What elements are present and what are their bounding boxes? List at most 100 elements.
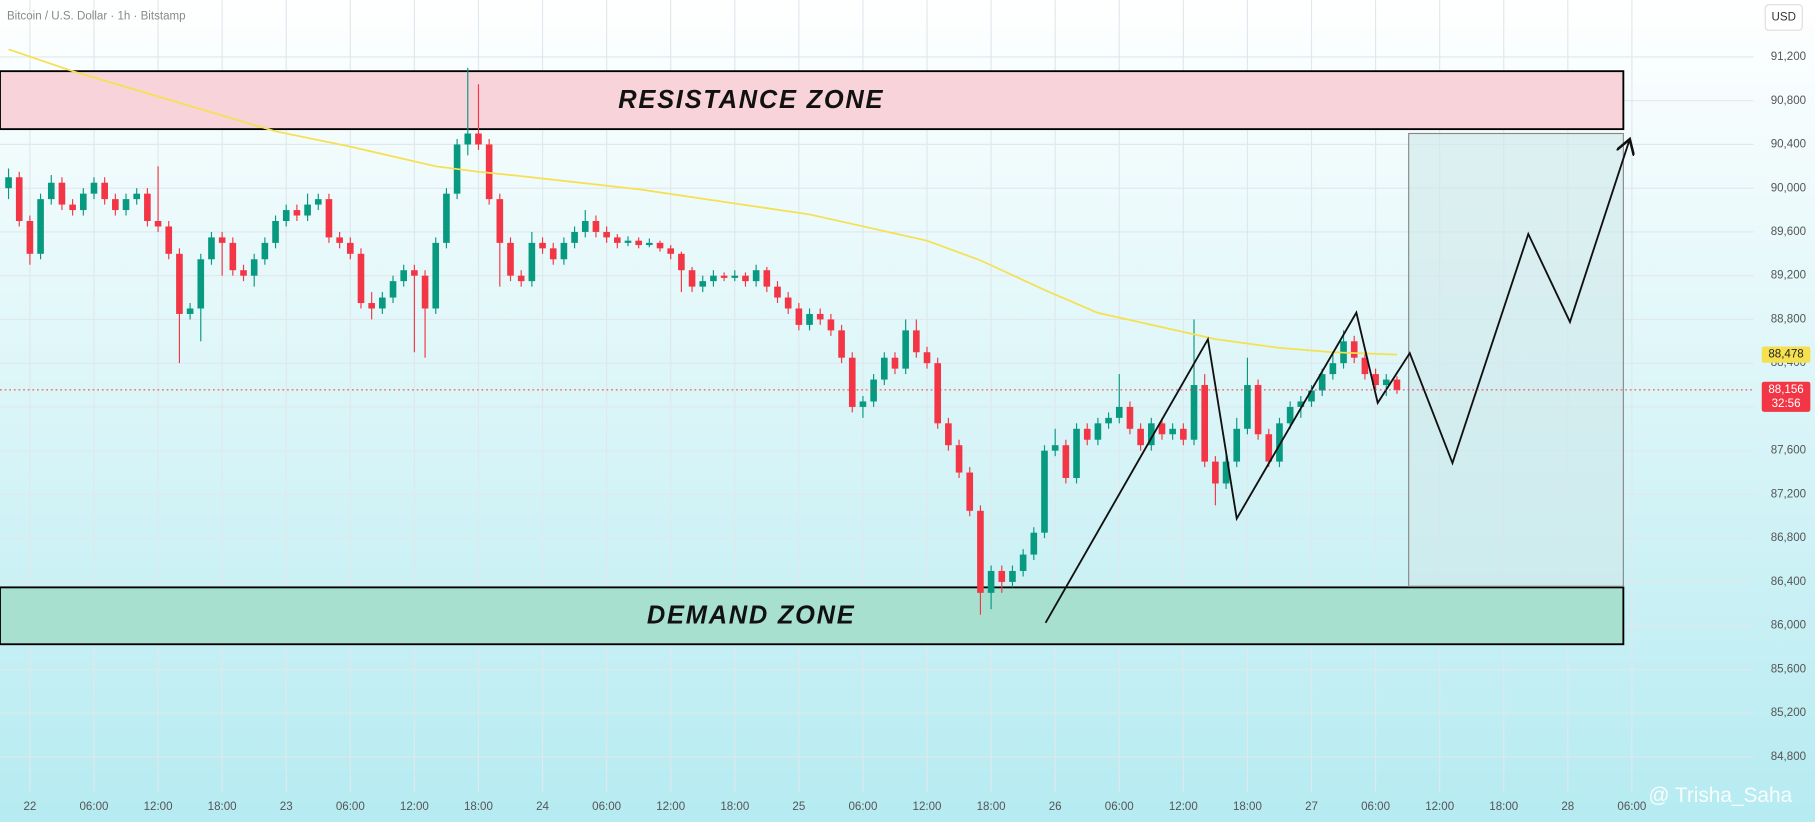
x-tick-label: 12:00 <box>144 801 173 813</box>
candle-body <box>112 199 119 211</box>
y-tick-label: 89,200 <box>1771 270 1806 282</box>
x-tick-label: 06:00 <box>848 801 877 813</box>
candle-body <box>1030 532 1038 555</box>
candle-body <box>806 313 813 325</box>
candle-body <box>1105 417 1112 424</box>
candle-body <box>293 210 301 216</box>
chart-title: Bitcoin / U.S. Dollar · 1h · Bitstamp <box>7 10 186 22</box>
candle-body <box>977 510 984 593</box>
x-tick-label: 06:00 <box>1617 801 1646 813</box>
candle-body <box>218 237 226 243</box>
candle-body <box>774 286 781 298</box>
candle-body <box>357 253 365 304</box>
x-tick-label: 18:00 <box>1489 801 1518 813</box>
candle-body <box>945 423 952 446</box>
candle-body <box>1158 423 1166 435</box>
candle-body <box>507 242 514 276</box>
x-tick-label: 23 <box>280 801 293 813</box>
candle-body <box>314 199 322 205</box>
moving-average <box>8 48 1397 356</box>
candle-body <box>1147 423 1155 446</box>
candle-body <box>400 270 408 282</box>
candle-body <box>955 445 963 473</box>
candle-body <box>1073 428 1080 479</box>
x-tick-label: 22 <box>23 801 36 813</box>
candle-body <box>1169 428 1176 435</box>
candle-body <box>122 199 130 211</box>
candle-body <box>763 270 771 287</box>
candle-body <box>528 242 536 282</box>
x-tick-label: 06:00 <box>1361 801 1390 813</box>
y-tick-label: 91,200 <box>1771 51 1806 63</box>
candle-body <box>688 270 696 287</box>
x-tick-label: 28 <box>1561 801 1574 813</box>
zone <box>1408 132 1624 587</box>
candle-body <box>795 308 803 325</box>
y-tick-label: 90,800 <box>1771 95 1806 107</box>
candle-body <box>1318 374 1326 391</box>
candle-body <box>1329 363 1337 375</box>
candle-body <box>517 275 525 282</box>
candle-body <box>1212 461 1219 484</box>
candle-body <box>784 297 792 309</box>
candle-body <box>389 281 397 298</box>
x-tick-label: 12:00 <box>656 801 685 813</box>
candle-body <box>966 472 974 511</box>
candle-body <box>592 220 600 232</box>
y-tick-label: 90,000 <box>1771 182 1806 194</box>
y-tick-label: 84,800 <box>1771 751 1806 763</box>
candle-body <box>1372 374 1379 386</box>
x-tick-label: 12:00 <box>400 801 429 813</box>
candle-body <box>934 363 942 424</box>
currency-box[interactable] <box>1764 4 1803 31</box>
candle-body <box>827 319 835 331</box>
candle-body <box>571 231 578 243</box>
candle-body <box>1115 406 1123 418</box>
candle-body <box>848 357 856 407</box>
candle-body <box>15 177 23 221</box>
candle-body <box>1051 445 1059 451</box>
candle-body <box>154 220 162 227</box>
candle-body <box>752 270 760 282</box>
candle-body <box>1233 428 1241 462</box>
candle-body <box>229 242 237 271</box>
candle-body <box>998 570 1006 582</box>
candle-body <box>250 259 258 276</box>
zone <box>0 586 1625 646</box>
candle-body <box>1382 379 1390 386</box>
zone-label: DEMAND ZONE <box>647 602 856 630</box>
candle-body <box>1137 428 1144 446</box>
x-tick-label: 18:00 <box>208 801 237 813</box>
candle-body <box>539 242 546 249</box>
candle-body <box>1009 570 1016 582</box>
candle-body <box>646 242 653 246</box>
y-tick-label: 87,600 <box>1771 445 1806 457</box>
candle-body <box>1019 554 1027 571</box>
candle-body <box>603 231 610 238</box>
x-tick-label: 18:00 <box>977 801 1006 813</box>
candle-body <box>272 220 279 243</box>
candle-body <box>731 275 739 278</box>
x-tick-label: 26 <box>1049 801 1062 813</box>
candle-body <box>624 240 632 243</box>
candle-body <box>464 133 472 145</box>
candle-body <box>1276 423 1283 462</box>
zone <box>0 70 1625 131</box>
candle-body <box>379 297 386 309</box>
x-tick-label: 25 <box>792 801 805 813</box>
candle-body <box>197 259 205 309</box>
candle-body <box>560 242 568 260</box>
x-tick-label: 12:00 <box>913 801 942 813</box>
x-tick-label: 18:00 <box>464 801 493 813</box>
price-label-box <box>1761 346 1811 363</box>
watermark: @ Trisha_Saha <box>1648 784 1792 807</box>
candle-body <box>336 237 343 243</box>
candle-body <box>1308 390 1315 402</box>
candle-body <box>101 182 108 200</box>
y-tick-label: 85,200 <box>1771 707 1806 719</box>
candle-body <box>549 248 557 260</box>
candle-body <box>69 204 76 211</box>
candle-body <box>880 357 888 380</box>
candle-body <box>1265 434 1273 462</box>
candle-body <box>5 177 12 189</box>
